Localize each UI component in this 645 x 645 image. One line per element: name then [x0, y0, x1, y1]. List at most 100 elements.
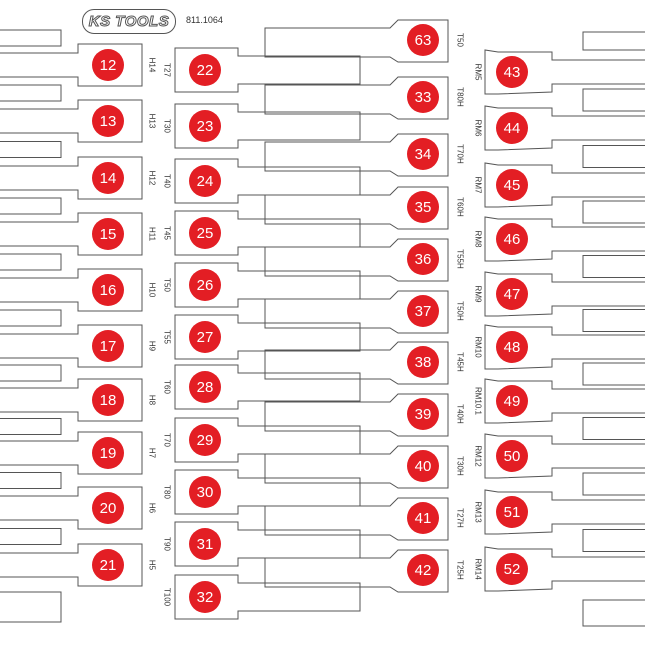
- bit-size-label: RM13: [473, 501, 483, 523]
- bit-size-label: H8: [147, 394, 157, 406]
- bit-size-label: T25H: [455, 560, 465, 580]
- socket-slot: [174, 417, 361, 463]
- socket-slot: [0, 378, 143, 422]
- socket-slot: [0, 543, 143, 587]
- bit-size-label: T80H: [455, 87, 465, 107]
- socket-slot: [174, 521, 361, 567]
- socket-slot: [484, 433, 645, 479]
- position-number-badge: 21: [92, 549, 124, 581]
- bit-size-label: T40H: [455, 404, 465, 424]
- socket-slot: [174, 103, 361, 149]
- bit-size-label: T50: [455, 33, 465, 47]
- socket-slot: [264, 76, 449, 120]
- position-number-badge: 36: [407, 243, 439, 275]
- position-number-badge: 48: [496, 331, 528, 363]
- bit-size-label: T70: [162, 433, 172, 447]
- position-number-badge: 20: [92, 492, 124, 524]
- position-number-badge: 51: [496, 496, 528, 528]
- bit-size-label: H11: [147, 226, 157, 242]
- filler-slot: [0, 591, 62, 623]
- bit-size-label: T30: [162, 119, 172, 133]
- bit-size-label: T45H: [455, 352, 465, 372]
- bit-size-label: H5: [147, 559, 157, 571]
- socket-slot: [0, 268, 143, 312]
- socket-slot: [264, 19, 449, 63]
- socket-slot: [484, 489, 645, 535]
- position-number-badge: 43: [496, 56, 528, 88]
- position-number-badge: 26: [189, 269, 221, 301]
- position-number-badge: 39: [407, 398, 439, 430]
- filler-slot: [582, 31, 645, 51]
- article-number: 811.1064: [186, 15, 223, 25]
- position-number-badge: 22: [189, 54, 221, 86]
- socket-slot: [174, 158, 361, 204]
- position-number-badge: 44: [496, 112, 528, 144]
- socket-slot: [0, 156, 143, 200]
- position-number-badge: 23: [189, 110, 221, 142]
- position-number-badge: 16: [92, 274, 124, 306]
- socket-slot: [0, 43, 143, 87]
- bit-size-label: T70H: [455, 144, 465, 164]
- bit-size-label: RM5: [473, 63, 483, 81]
- bit-size-label: T90: [162, 537, 172, 551]
- socket-slot: [264, 186, 449, 230]
- position-number-badge: 28: [189, 371, 221, 403]
- position-number-badge: 46: [496, 223, 528, 255]
- bit-size-label: H10: [147, 282, 157, 298]
- socket-slot: [484, 105, 645, 151]
- position-number-badge: 24: [189, 165, 221, 197]
- socket-slot: [0, 99, 143, 143]
- socket-slot: [484, 271, 645, 317]
- filler-slot: [0, 84, 62, 102]
- bit-size-label: RM9: [473, 285, 483, 303]
- bit-size-label: T55: [162, 330, 172, 344]
- position-number-badge: 31: [189, 528, 221, 560]
- filler-slot: [0, 528, 62, 545]
- bit-size-label: T27: [162, 63, 172, 77]
- position-number-badge: 38: [407, 346, 439, 378]
- position-number-badge: 50: [496, 440, 528, 472]
- socket-slot: [174, 314, 361, 360]
- position-number-badge: 19: [92, 437, 124, 469]
- position-number-badge: 12: [92, 49, 124, 81]
- socket-slot: [174, 262, 361, 308]
- position-number-badge: 49: [496, 385, 528, 417]
- filler-slot: [0, 309, 62, 327]
- socket-slot: [174, 364, 361, 410]
- position-number-badge: 63: [407, 24, 439, 56]
- filler-slot: [582, 417, 645, 440]
- socket-slot: [174, 574, 361, 620]
- filler-slot: [0, 418, 62, 435]
- socket-slot: [264, 341, 449, 385]
- position-number-badge: 33: [407, 81, 439, 113]
- socket-slot: [264, 393, 449, 437]
- filler-slot: [582, 255, 645, 278]
- bit-size-label: RM10: [473, 336, 483, 358]
- bit-size-label: T40: [162, 174, 172, 188]
- socket-slot: [484, 324, 645, 370]
- socket-slot: [264, 497, 449, 541]
- socket-slot: [0, 431, 143, 475]
- position-number-badge: 52: [496, 553, 528, 585]
- position-number-badge: 32: [189, 581, 221, 613]
- bit-size-label: T55H: [455, 249, 465, 269]
- socket-slot: [174, 469, 361, 515]
- position-number-badge: 30: [189, 476, 221, 508]
- bit-size-label: H7: [147, 447, 157, 459]
- socket-slot: [0, 324, 143, 368]
- bit-size-label: T27H: [455, 508, 465, 528]
- ks-tools-logo: KS TOOLS: [82, 9, 176, 34]
- position-number-badge: 13: [92, 105, 124, 137]
- filler-slot: [582, 88, 645, 112]
- bit-size-label: RM6: [473, 119, 483, 137]
- bit-size-label: H9: [147, 340, 157, 352]
- bit-size-label: H13: [147, 113, 157, 129]
- position-number-badge: 17: [92, 330, 124, 362]
- position-number-badge: 14: [92, 162, 124, 194]
- filler-slot: [582, 599, 645, 627]
- bit-size-label: T60H: [455, 197, 465, 217]
- socket-slot: [264, 290, 449, 334]
- position-number-badge: 25: [189, 217, 221, 249]
- socket-slot: [264, 549, 449, 593]
